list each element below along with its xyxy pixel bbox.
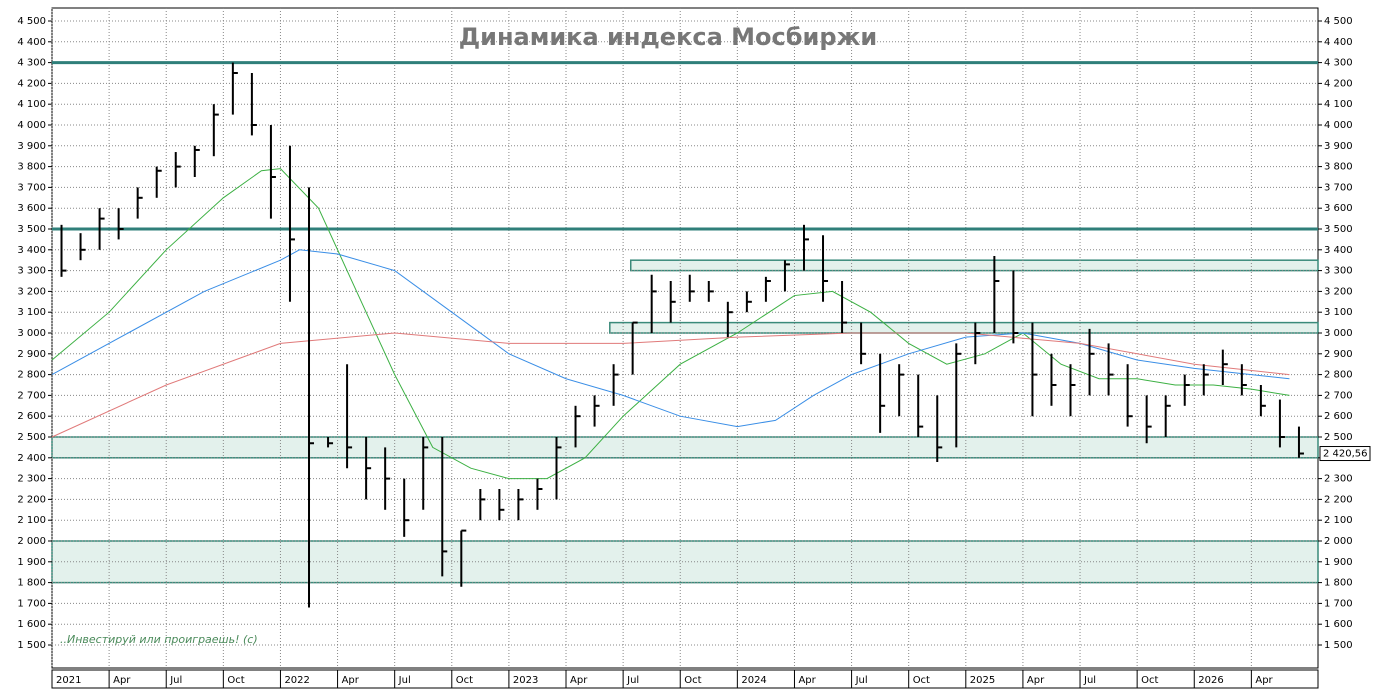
x-tick-label: 2026 <box>1198 675 1223 686</box>
y-tick-label: 4 200 <box>1324 78 1353 89</box>
y-tick-label: 1 600 <box>17 619 46 630</box>
y-tick-label: 2 000 <box>17 536 46 547</box>
y-tick-label: 2 700 <box>1324 390 1353 401</box>
y-tick-label: 4 300 <box>1324 58 1353 69</box>
y-tick-label: 1 900 <box>1324 557 1353 568</box>
y-tick-label: 3 600 <box>17 203 46 214</box>
y-tick-label: 2 900 <box>1324 349 1353 360</box>
x-tick-label: Oct <box>456 675 473 686</box>
y-tick-label: 2 800 <box>1324 370 1353 381</box>
x-tick-label: 2025 <box>970 675 995 686</box>
y-tick-label: 3 500 <box>1324 224 1353 235</box>
y-tick-label: 4 000 <box>17 120 46 131</box>
y-tick-label: 3 300 <box>1324 266 1353 277</box>
y-tick-label: 3 400 <box>17 245 46 256</box>
y-tick-label: 4 300 <box>17 58 46 69</box>
x-tick-label: Jul <box>169 675 182 686</box>
y-tick-label: 3 100 <box>1324 307 1353 318</box>
y-tick-label: 2 600 <box>1324 411 1353 422</box>
x-tick-label: Oct <box>227 675 244 686</box>
y-tick-label: 3 200 <box>1324 286 1353 297</box>
last-value-label: 2 420,56 <box>1323 449 1368 460</box>
y-tick-label: 2 100 <box>1324 515 1353 526</box>
y-tick-label: 2 400 <box>17 453 46 464</box>
y-tick-label: 1 800 <box>17 578 46 589</box>
y-tick-label: 2 800 <box>17 370 46 381</box>
y-tick-label: 3 000 <box>1324 328 1353 339</box>
y-tick-label: 4 000 <box>1324 120 1353 131</box>
y-tick-label: 2 500 <box>1324 432 1353 443</box>
x-tick-label: Apr <box>570 675 588 686</box>
y-tick-label: 2 700 <box>17 390 46 401</box>
y-tick-label: 3 800 <box>1324 162 1353 173</box>
y-tick-label: 2 600 <box>17 411 46 422</box>
y-tick-label: 2 900 <box>17 349 46 360</box>
y-tick-label: 4 100 <box>1324 99 1353 110</box>
y-tick-label: 1 600 <box>1324 619 1353 630</box>
y-tick-label: 1 500 <box>1324 640 1353 651</box>
y-tick-label: 1 900 <box>17 557 46 568</box>
x-tick-label: Jul <box>1083 675 1096 686</box>
x-tick-label: Apr <box>798 675 816 686</box>
x-tick-label: Oct <box>684 675 701 686</box>
zone <box>51 436 1319 459</box>
chart-title: Динамика индекса Мосбиржи <box>459 23 877 51</box>
x-tick-label: Apr <box>1027 675 1045 686</box>
y-tick-label: 3 300 <box>17 266 46 277</box>
x-tick-label: Apr <box>1255 675 1273 686</box>
annotation: ..Инвестируй или проиграешь! (с) <box>60 633 258 646</box>
x-tick-label: Oct <box>1141 675 1158 686</box>
y-tick-label: 2 300 <box>17 474 46 485</box>
y-tick-label: 3 900 <box>1324 141 1353 152</box>
last-value-box <box>1319 446 1371 462</box>
y-tick-label: 3 400 <box>1324 245 1353 256</box>
y-tick-label: 1 700 <box>17 598 46 609</box>
x-tick-label: 2022 <box>284 675 309 686</box>
y-tick-label: 3 700 <box>17 182 46 193</box>
y-tick-label: 3 000 <box>17 328 46 339</box>
x-tick-label: Apr <box>113 675 131 686</box>
y-tick-label: 4 200 <box>17 78 46 89</box>
moving-average <box>51 332 1290 438</box>
y-tick-label: 2 100 <box>17 515 46 526</box>
y-tick-label: 1 800 <box>1324 578 1353 589</box>
y-tick-label: 4 400 <box>17 37 46 48</box>
y-tick-label: 1 700 <box>1324 598 1353 609</box>
y-tick-label: 2 300 <box>1324 474 1353 485</box>
x-tick-label: 2023 <box>513 675 538 686</box>
y-tick-label: 2 500 <box>17 432 46 443</box>
y-tick-label: 3 200 <box>17 286 46 297</box>
y-tick-label: 3 500 <box>17 224 46 235</box>
x-tick-label: 2024 <box>741 675 766 686</box>
y-tick-label: 4 500 <box>1324 16 1353 27</box>
y-tick-label: 3 700 <box>1324 182 1353 193</box>
x-tick-label: Apr <box>342 675 360 686</box>
moving-average <box>51 168 1290 480</box>
y-tick-label: 4 400 <box>1324 37 1353 48</box>
x-tick-label: Jul <box>855 675 868 686</box>
y-tick-label: 3 100 <box>17 307 46 318</box>
x-tick-label: 2021 <box>56 675 81 686</box>
y-tick-label: 4 500 <box>17 16 46 27</box>
y-tick-label: 2 200 <box>17 494 46 505</box>
x-tick-label: Jul <box>398 675 411 686</box>
y-tick-label: 4 100 <box>17 99 46 110</box>
x-tick-label: Oct <box>913 675 930 686</box>
y-tick-label: 3 900 <box>17 141 46 152</box>
zone <box>629 259 1319 272</box>
y-tick-label: 2 000 <box>1324 536 1353 547</box>
y-tick-label: 2 200 <box>1324 494 1353 505</box>
zone <box>609 321 1319 334</box>
x-tick-label: Jul <box>626 675 639 686</box>
y-tick-label: 1 500 <box>17 640 46 651</box>
y-tick-label: 3 600 <box>1324 203 1353 214</box>
y-tick-label: 3 800 <box>17 162 46 173</box>
